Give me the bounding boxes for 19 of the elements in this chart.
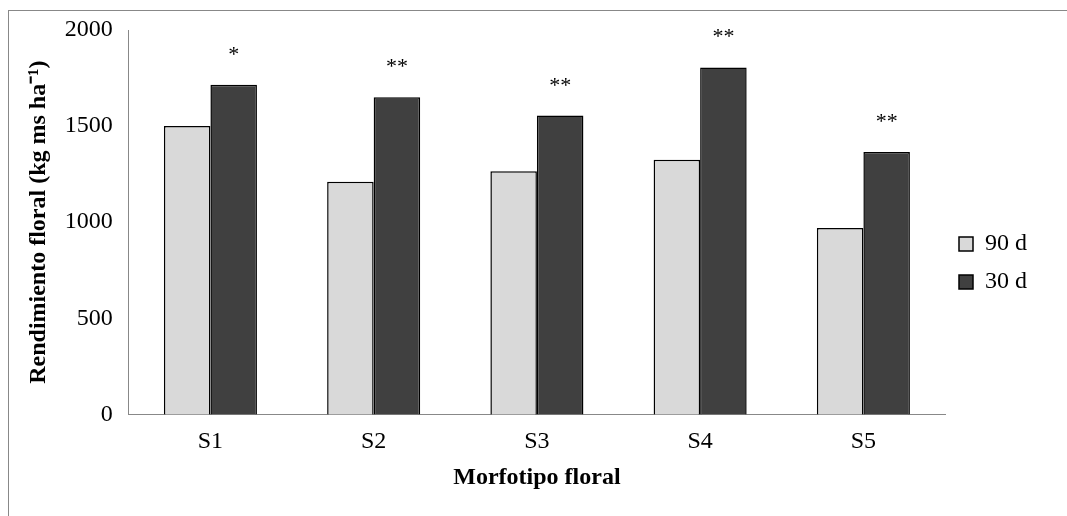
y-tick-label: 1500 <box>64 111 113 138</box>
annotation: ** <box>385 53 408 79</box>
x-tick-label: S3 <box>524 427 550 454</box>
annotation: ** <box>875 108 898 134</box>
x-axis-title: Morfotipo floral <box>453 462 621 489</box>
annotation: * <box>228 40 240 66</box>
annotation: ** <box>712 23 735 49</box>
x-tick-label: S4 <box>687 427 713 454</box>
y-tick-label: 500 <box>76 303 113 330</box>
y-axis-title: Rendimiento floral (kg ms ha⁻¹) <box>23 60 50 384</box>
x-tick-label: S2 <box>360 427 387 454</box>
y-tick-label: 0 <box>100 399 113 426</box>
legend-label: 30 d <box>985 267 1027 294</box>
y-tick-label: 1000 <box>64 207 113 234</box>
y-tick-label: 2000 <box>64 15 113 42</box>
legend-label: 90 d <box>985 229 1027 256</box>
x-tick-label: S1 <box>197 427 224 454</box>
x-tick-label: S5 <box>850 427 877 454</box>
annotation: ** <box>549 71 572 97</box>
